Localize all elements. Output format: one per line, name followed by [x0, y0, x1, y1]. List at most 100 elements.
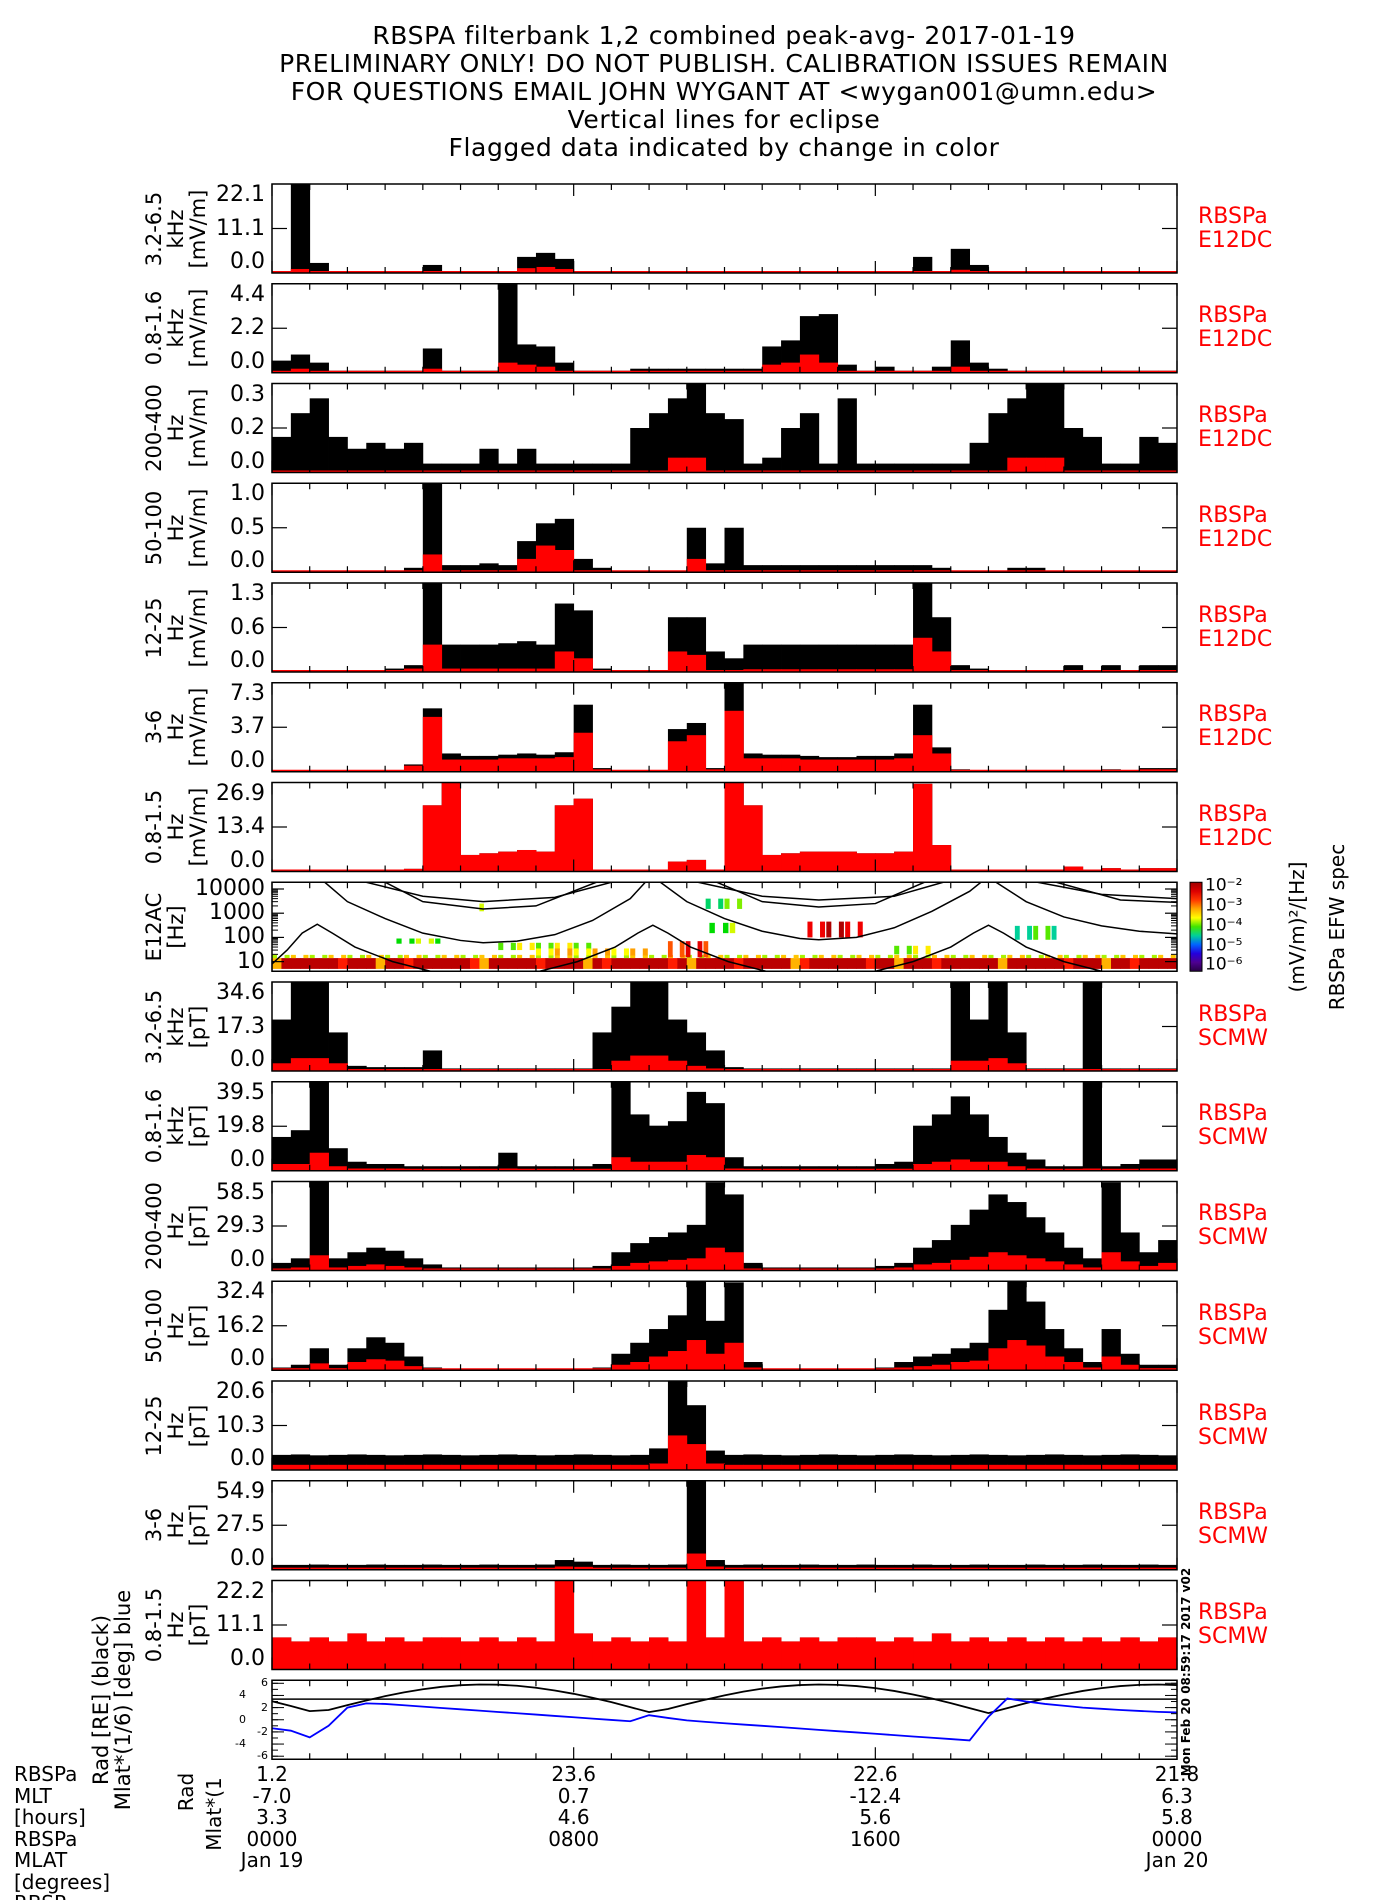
peak-bar	[630, 368, 650, 373]
gyrofrequency-curve	[384, 882, 597, 910]
y-axis-label: E12AC [Hz]	[142, 892, 188, 961]
spectrogram-patch	[697, 941, 703, 958]
y-tick-label: 0.0	[230, 747, 265, 773]
y-tick-label: 0.2	[230, 415, 265, 440]
avg-bar	[1045, 1356, 1065, 1371]
y-tick-label: 0.0	[230, 548, 265, 574]
peak-bar	[667, 1121, 688, 1171]
avg-bar	[799, 1637, 820, 1670]
avg-bar	[441, 1637, 461, 1670]
footer-row-label: RBSPa	[14, 1826, 78, 1851]
instrument-tag-line: SCMW	[1198, 1524, 1269, 1550]
peak-bar	[781, 428, 801, 473]
spectrogram-patch	[1027, 925, 1033, 940]
avg-bar	[290, 1163, 311, 1171]
peak-bar	[950, 665, 971, 672]
avg-bar	[460, 759, 480, 772]
avg-bar	[460, 1464, 480, 1470]
colorbar	[1189, 881, 1203, 972]
spectrogram-band-cell	[1139, 958, 1150, 969]
avg-bar	[403, 1464, 424, 1470]
spectrogram-band-cell	[837, 958, 848, 969]
panel-12	[271, 1280, 1178, 1371]
peak-bar	[875, 1265, 895, 1271]
avg-bar	[988, 1464, 1008, 1470]
avg-bar	[705, 1463, 725, 1470]
avg-bar	[535, 266, 556, 273]
avg-bar	[1007, 1255, 1027, 1271]
spectrogram-patch	[498, 954, 504, 959]
peak-bar	[611, 1006, 631, 1071]
peak-bar	[366, 1564, 386, 1570]
spectrogram-patch	[875, 954, 881, 959]
spectrogram-band-cell	[988, 958, 999, 969]
spectrogram-patch	[554, 954, 560, 959]
peak-bar	[837, 1166, 857, 1171]
peak-bar	[460, 1166, 480, 1171]
peak-bar	[309, 1181, 329, 1271]
spectrogram-band-cell	[413, 958, 424, 969]
avg-bar	[479, 1464, 499, 1470]
spectrogram-patch	[416, 954, 422, 959]
avg-bar	[799, 851, 820, 872]
colorbar-tick-label: 10⁻⁶	[1205, 954, 1243, 975]
peak-bar	[1063, 1564, 1084, 1570]
spectrogram-patch	[1019, 954, 1025, 959]
spectrogram-patch	[396, 938, 402, 944]
spectrogram-band-cell	[385, 958, 396, 969]
peak-bar	[705, 1560, 725, 1570]
peak-bar	[799, 1564, 820, 1570]
spectrogram-patch	[435, 938, 441, 944]
avg-bar	[705, 1157, 725, 1171]
peak-bar	[441, 1166, 461, 1171]
avg-bar	[573, 732, 593, 772]
gyrofrequency-curve	[697, 882, 944, 901]
spectrogram-band-cell	[422, 958, 433, 969]
avg-bar	[686, 859, 707, 872]
avg-bar	[837, 1464, 857, 1470]
instrument-tag-line: E12DC	[1198, 427, 1273, 452]
avg-bar	[1139, 1265, 1159, 1271]
y-tick-label: 10.3	[216, 1412, 265, 1438]
spectrogram-band-cell	[762, 958, 773, 969]
spectrogram-band-cell	[620, 958, 631, 969]
peak-bar	[894, 1362, 914, 1371]
avg-bar	[441, 782, 461, 872]
avg-bar	[535, 366, 556, 373]
spectrogram-patch	[1082, 954, 1088, 959]
avg-bar	[290, 1058, 311, 1071]
spectrogram-band-cell	[366, 958, 377, 969]
avg-bar	[1158, 1262, 1178, 1271]
peak-bar	[309, 398, 329, 473]
avg-bar	[799, 759, 820, 772]
avg-bar	[686, 1340, 707, 1371]
peak-bar	[950, 463, 971, 473]
spectrogram-band-cell	[1158, 958, 1169, 969]
peak-bar	[649, 1564, 669, 1570]
peak-bar	[479, 448, 499, 473]
avg-bar	[554, 651, 575, 672]
peak-bar	[422, 1564, 443, 1570]
footer-value: 1600	[849, 1826, 901, 1851]
y-axis-label-line: Hz	[164, 1212, 188, 1240]
instrument-tag: RBSPa SCMW	[1198, 1601, 1268, 1649]
footer-row-label: MLT	[14, 1783, 52, 1808]
avg-bar	[385, 1464, 405, 1470]
spectrogram-band-cell	[705, 958, 716, 969]
peak-bar	[837, 565, 857, 573]
peak-bar	[535, 1564, 556, 1570]
avg-bar	[799, 1464, 820, 1470]
peak-bar	[931, 463, 952, 473]
avg-bar	[969, 1256, 989, 1271]
avg-bar	[913, 735, 933, 772]
avg-bar	[347, 1464, 367, 1470]
peak-bar	[686, 368, 707, 373]
colorbar-title: (mV/m)²/[Hz]	[1285, 861, 1309, 993]
spectrogram-band-cell	[583, 958, 594, 969]
y-tick-label: 54.9	[216, 1478, 265, 1504]
peak-bar	[1063, 428, 1084, 473]
peak-bar	[781, 644, 801, 672]
avg-bar	[913, 1264, 933, 1271]
avg-bar	[762, 758, 782, 772]
instrument-tag-line: SCMW	[1198, 1424, 1269, 1450]
